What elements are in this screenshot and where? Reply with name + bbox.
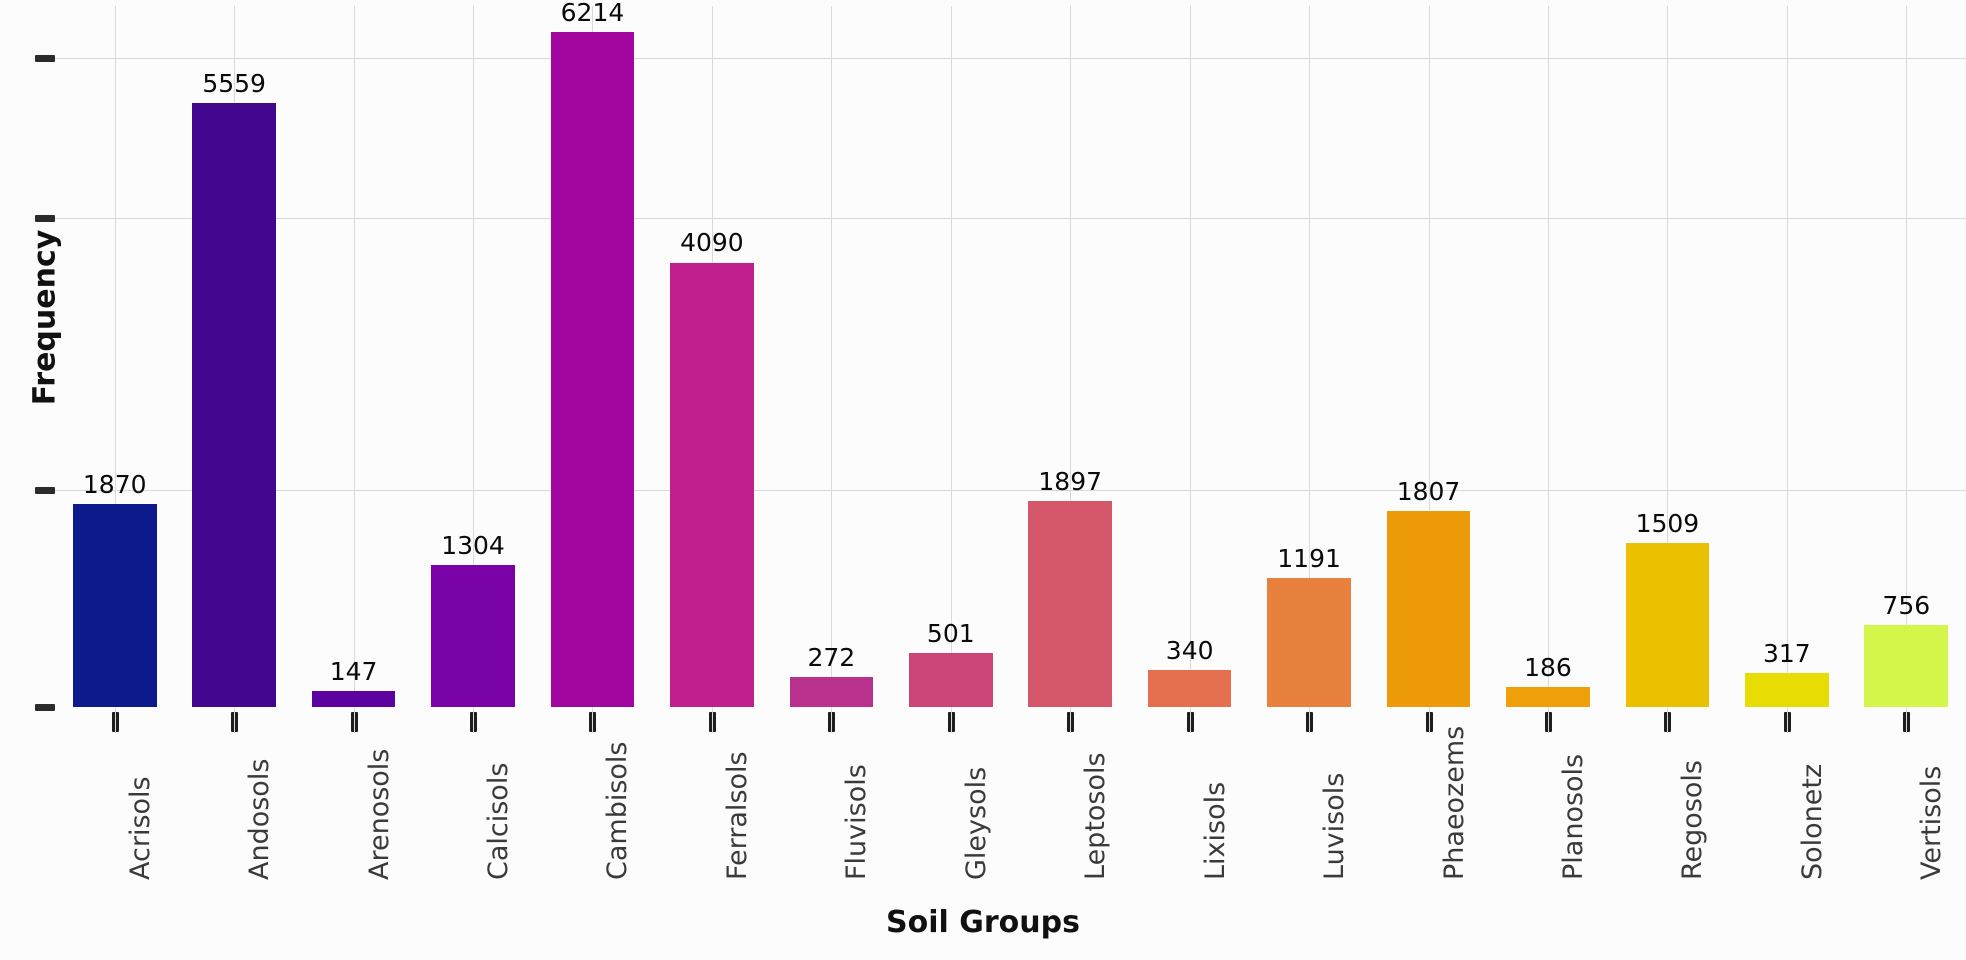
x-gridline-stub — [234, 707, 235, 733]
x-gridline-stub — [1548, 707, 1549, 733]
x-category-label: Planosols — [1557, 753, 1589, 880]
x-category-label: Solonetz — [1796, 763, 1828, 880]
x-gridline — [951, 6, 952, 707]
bar — [1745, 672, 1829, 707]
y-gridline — [55, 218, 1966, 219]
x-category-label: Ferralsols — [721, 751, 753, 880]
x-axis-title: Soil Groups — [886, 905, 1080, 940]
y-axis-tick-origin — [35, 704, 55, 711]
bar-value-label: 4090 — [680, 228, 744, 258]
bar-value-label: 1509 — [1635, 508, 1700, 538]
bar — [192, 102, 276, 707]
x-category-label: Lixisols — [1199, 781, 1231, 880]
x-gridline-stub — [712, 707, 713, 733]
plot-area: 1870 5559 147 1304 6214 4090 272 501 1897 340 1191… — [55, 0, 1966, 707]
bar — [1625, 543, 1710, 707]
bar-value-label: 5559 — [202, 68, 266, 98]
y-gridline — [55, 490, 1966, 491]
bar-value-label: 186 — [1524, 652, 1572, 682]
x-gridline — [1429, 6, 1430, 707]
x-gridline — [1070, 6, 1071, 707]
x-gridline-stub — [1190, 707, 1191, 733]
x-gridline-stub — [1429, 707, 1430, 733]
bar — [311, 691, 396, 707]
bar-value-label: 501 — [926, 618, 975, 648]
x-category-label: Luvisols — [1319, 772, 1351, 880]
bar-value-label: 317 — [1762, 638, 1811, 668]
bar — [431, 565, 515, 707]
x-gridline — [1190, 6, 1191, 707]
x-category-label: Andosols — [244, 758, 276, 880]
y-axis-tick — [35, 487, 55, 494]
bar-value-label: 1807 — [1396, 476, 1461, 506]
x-category-label: Leptosols — [1080, 752, 1112, 880]
x-gridline-stub — [473, 707, 474, 733]
x-gridline-stub — [115, 707, 116, 733]
bar — [550, 31, 635, 707]
x-gridline — [354, 6, 355, 707]
bar — [1028, 500, 1112, 707]
bar — [789, 677, 874, 707]
x-category-label: Phaeozems — [1438, 725, 1470, 880]
x-gridline — [1548, 6, 1549, 707]
bar-value-label: 756 — [1882, 590, 1931, 620]
x-category-label: Gleysols — [960, 766, 992, 880]
x-category-label: Vertisols — [1916, 765, 1948, 880]
x-gridline-stub — [354, 707, 355, 733]
x-gridline-stub — [1070, 707, 1071, 733]
x-gridline — [1906, 6, 1907, 707]
bar — [908, 652, 993, 707]
bar-value-label: 6214 — [560, 0, 625, 27]
bar-value-label: 1870 — [82, 469, 147, 499]
bar-value-label: 1191 — [1277, 543, 1341, 573]
bar — [1506, 686, 1590, 707]
bar-value-label: 1897 — [1038, 466, 1103, 496]
bar — [670, 262, 754, 707]
x-category-label: Calcisols — [483, 762, 515, 880]
x-gridline-stub — [1309, 707, 1310, 733]
x-gridline-stub — [1787, 707, 1788, 733]
x-gridline — [1667, 6, 1668, 707]
bar — [1386, 510, 1471, 707]
x-gridline — [1309, 6, 1310, 707]
y-gridline — [55, 58, 1966, 59]
bar-value-label: 147 — [329, 657, 378, 687]
bar — [1267, 577, 1351, 707]
x-gridline-stub — [831, 707, 832, 733]
x-gridline-stub — [1667, 707, 1668, 733]
bar-value-label: 1304 — [441, 531, 505, 561]
bar-value-label: 340 — [1165, 636, 1214, 666]
x-gridline-stub — [1906, 707, 1907, 733]
bar — [72, 503, 157, 707]
y-axis-tick — [35, 55, 55, 62]
x-gridline — [473, 6, 474, 707]
x-gridline — [831, 6, 832, 707]
x-category-label: Arenosols — [363, 748, 395, 880]
x-category-label: Regosols — [1677, 760, 1709, 880]
y-axis-tick — [35, 215, 55, 222]
x-gridline-stub — [951, 707, 952, 733]
x-category-label: Acrisols — [124, 776, 156, 880]
bar-value-label: 272 — [807, 643, 856, 673]
x-category-label: Cambisols — [602, 741, 634, 881]
x-gridline — [115, 6, 116, 707]
x-gridline-stub — [592, 707, 593, 733]
x-gridline — [1787, 6, 1788, 707]
bar — [1864, 624, 1949, 707]
bar — [1147, 670, 1232, 707]
x-category-label: Fluvisols — [841, 764, 873, 880]
